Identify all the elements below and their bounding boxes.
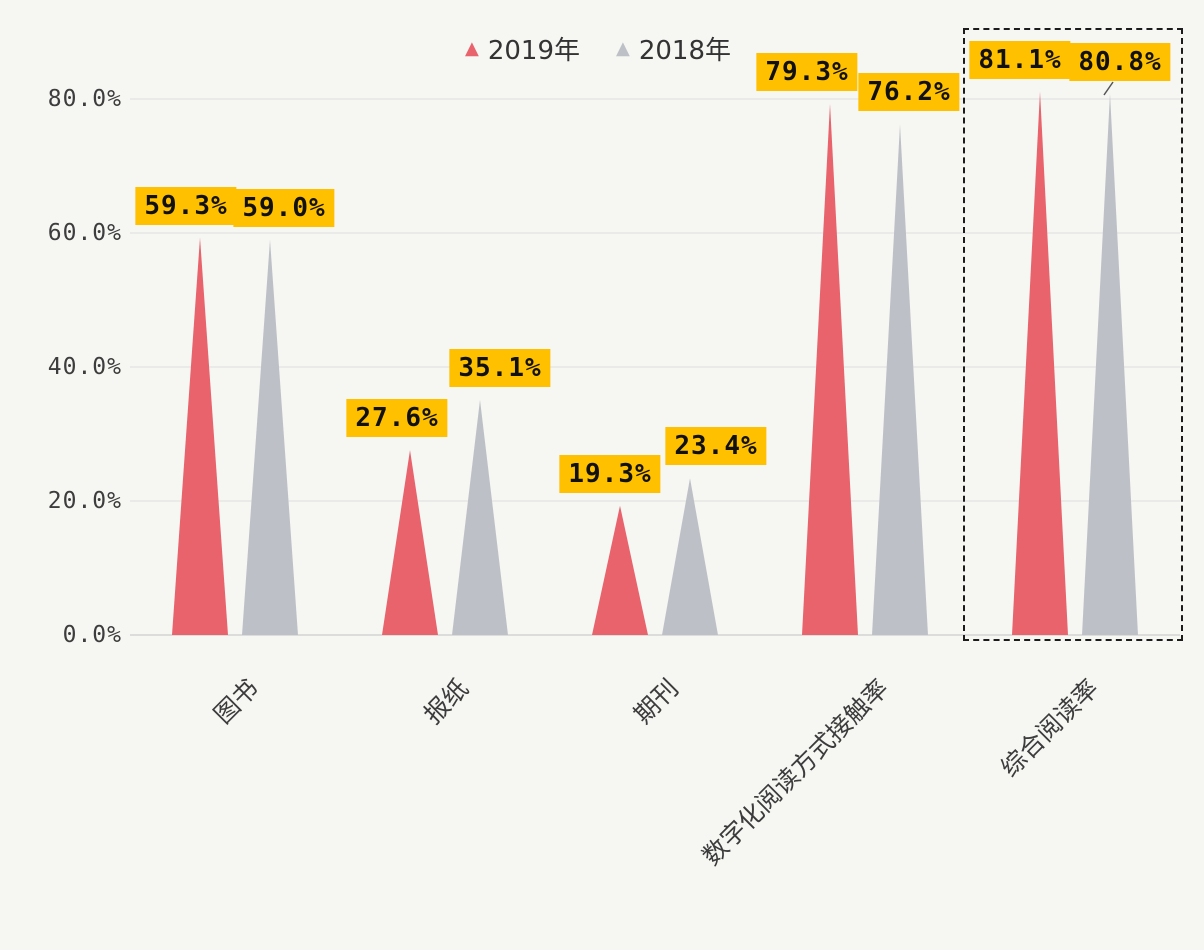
value-label-2019年-报纸: 27.6% <box>346 399 448 438</box>
value-label-2019年-图书: 59.3% <box>135 186 237 225</box>
highlight-dashed-box <box>963 28 1183 641</box>
leader-line <box>1103 81 1114 96</box>
triangle-2019年-期刊 <box>592 505 648 635</box>
y-tick-80.0%: 80.0% <box>47 86 122 112</box>
triangle-2019年-综合阅读率 <box>1012 91 1068 635</box>
legend-item-2018年: ▲ 2018年 <box>616 30 731 67</box>
value-label-2018年-期刊: 23.4% <box>665 427 767 466</box>
value-label-2019年-期刊: 19.3% <box>559 454 661 493</box>
value-label-2018年-数字化阅读方式接触率: 76.2% <box>858 73 960 112</box>
triangle-2019年-报纸 <box>382 450 438 635</box>
legend-triangle-icon: ▲ <box>616 37 630 59</box>
y-tick-40.0%: 40.0% <box>47 354 122 380</box>
triangle-2019年-数字化阅读方式接触率 <box>802 103 858 635</box>
value-label-2018年-图书: 59.0% <box>233 188 335 227</box>
y-tick-20.0%: 20.0% <box>47 488 122 514</box>
triangle-2018年-图书 <box>242 239 298 635</box>
legend-label: 2018年 <box>638 36 732 66</box>
value-label-2018年-综合阅读率: 80.8% <box>1069 42 1171 81</box>
y-tick-0.0%: 0.0% <box>62 622 122 648</box>
triangle-2018年-期刊 <box>662 478 718 635</box>
triangle-2018年-综合阅读率 <box>1082 93 1138 635</box>
value-label-2018年-报纸: 35.1% <box>449 348 551 387</box>
chart-legend: ▲ 2019年 ▲ 2018年 <box>465 30 731 67</box>
value-label-2019年-数字化阅读方式接触率: 79.3% <box>756 52 858 91</box>
triangle-2018年-数字化阅读方式接触率 <box>872 124 928 636</box>
legend-triangle-icon: ▲ <box>464 37 479 59</box>
y-tick-60.0%: 60.0% <box>47 220 122 246</box>
triangle-2018年-报纸 <box>452 399 508 635</box>
value-label-2019年-综合阅读率: 81.1% <box>969 40 1071 79</box>
triangle-2019年-图书 <box>172 237 228 635</box>
legend-label: 2019年 <box>487 36 580 66</box>
legend-item-2019年: ▲ 2019年 <box>465 30 580 67</box>
